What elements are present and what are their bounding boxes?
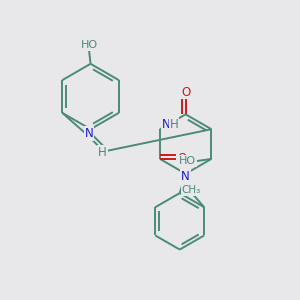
Text: H: H: [169, 118, 178, 131]
Text: H: H: [98, 146, 107, 159]
Text: N: N: [85, 127, 93, 140]
Text: CH₃: CH₃: [182, 185, 201, 195]
Text: N: N: [181, 170, 190, 183]
Text: HO: HO: [179, 156, 196, 166]
Text: HO: HO: [80, 40, 98, 50]
Text: N: N: [162, 118, 171, 131]
Text: O: O: [178, 152, 187, 165]
Text: O: O: [181, 85, 190, 98]
